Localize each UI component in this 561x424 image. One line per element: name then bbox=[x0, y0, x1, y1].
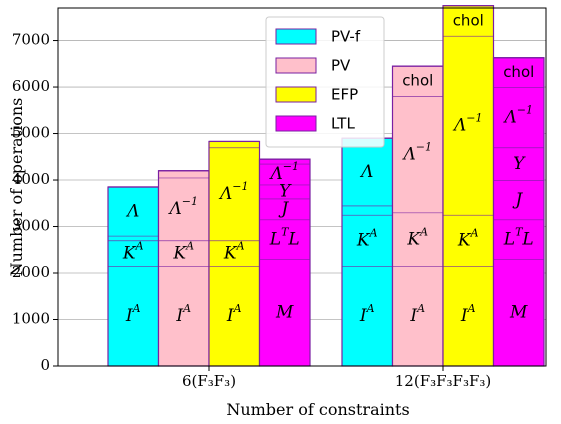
bar-segment-efp-chol bbox=[209, 141, 260, 147]
segment-label: chol bbox=[402, 72, 433, 90]
y-tick-label: 0 bbox=[40, 356, 50, 374]
bar-segment-pv-f-i-a bbox=[108, 266, 159, 366]
segment-label: Y bbox=[513, 153, 526, 173]
bar-segment-efp-i-a bbox=[443, 266, 494, 366]
segment-label: M bbox=[275, 302, 294, 322]
y-tick-label: 1000 bbox=[12, 310, 50, 328]
legend-label-pv-f: PV-f bbox=[331, 28, 361, 46]
y-axis-title: Number of operations bbox=[7, 98, 26, 277]
x-tick-label: 6(F₃F₃) bbox=[182, 372, 236, 390]
segment-label: Λ bbox=[359, 161, 373, 181]
bar-segment-pv-f-l-1-a bbox=[342, 206, 393, 215]
legend: PV-f PV EFP LTL bbox=[266, 17, 384, 147]
legend-label-ltl: LTL bbox=[331, 115, 355, 133]
legend-swatch-efp bbox=[276, 87, 316, 102]
segment-label: chol bbox=[453, 11, 484, 29]
bar-segment-ltl-1 bbox=[494, 87, 545, 147]
segment-label: Y bbox=[279, 181, 292, 201]
x-tick-label: 12(F₃F₃F₃F₃) bbox=[395, 372, 491, 390]
bar-segment-pv-1 bbox=[393, 96, 444, 212]
y-tick-label: 7000 bbox=[12, 31, 50, 49]
bar-segment-efp-i-a bbox=[209, 266, 260, 366]
legend-label-pv: PV bbox=[331, 57, 351, 75]
legend-swatch-pv bbox=[276, 58, 316, 73]
bar-segment-efp-1 bbox=[443, 36, 494, 215]
x-axis-title: Number of constraints bbox=[226, 400, 409, 419]
y-tick-label: 6000 bbox=[12, 77, 50, 95]
legend-label-efp: EFP bbox=[331, 86, 358, 104]
segment-label: chol bbox=[503, 63, 534, 81]
segment-label: M bbox=[509, 302, 528, 322]
legend-swatch-pv-f bbox=[276, 29, 316, 44]
bar-segment-pv-f-i-a bbox=[342, 266, 393, 366]
bar-segment-pv-i-a bbox=[393, 266, 444, 366]
segment-label: Λ bbox=[125, 201, 139, 221]
legend-swatch-ltl bbox=[276, 116, 316, 131]
bar-segment-pv-chol bbox=[159, 171, 210, 178]
bar-segment-pv-i-a bbox=[159, 266, 210, 366]
bar-segment-pv-f-l-1-a bbox=[108, 236, 159, 241]
bar-segment-pv-1 bbox=[159, 178, 210, 241]
bar-segment-efp-1 bbox=[209, 147, 260, 240]
